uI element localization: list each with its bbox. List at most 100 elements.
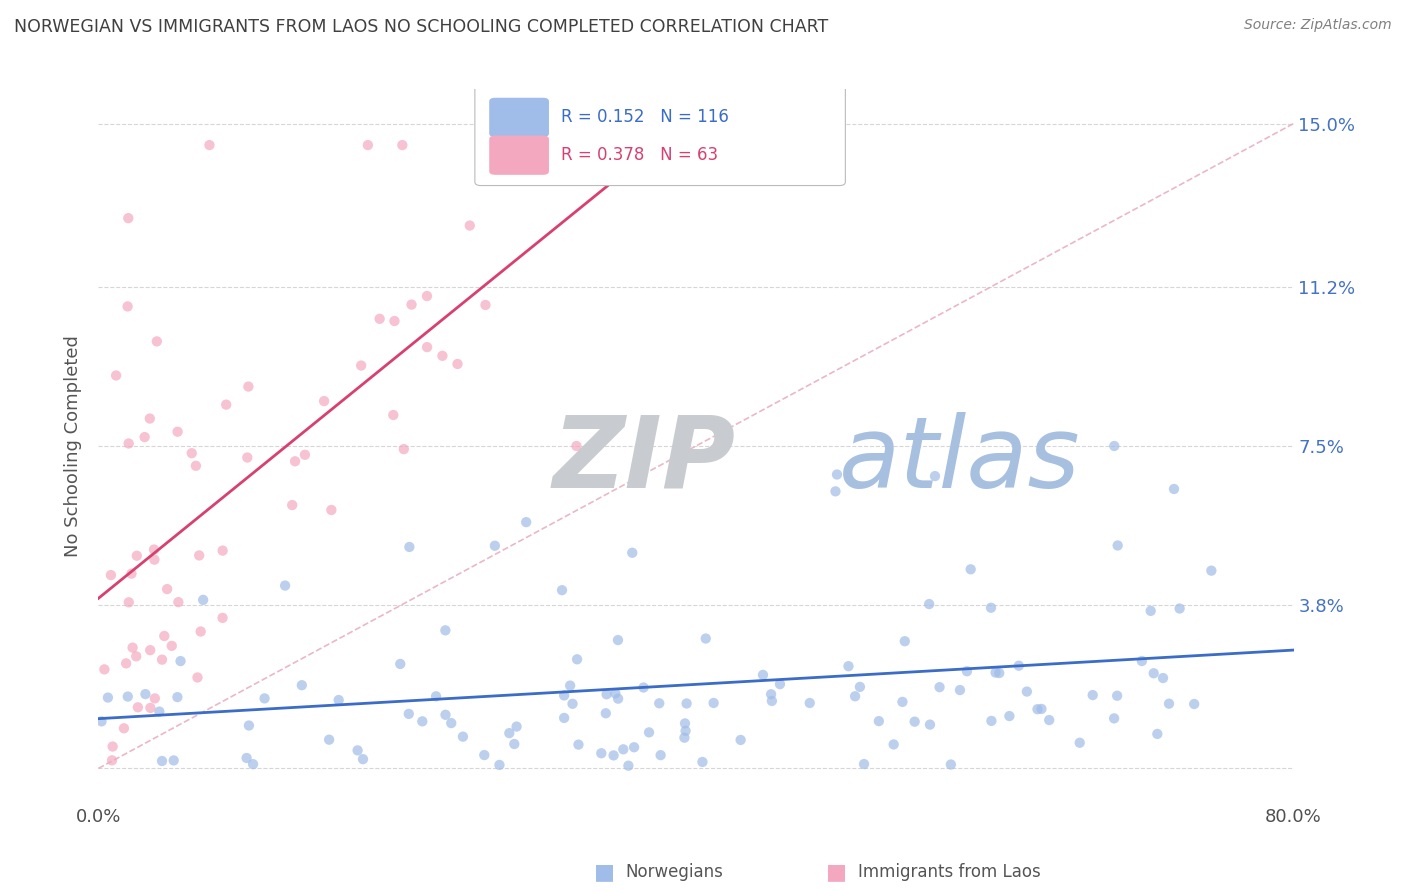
Point: [163, 753, 186, 767]
Point: [446, 357, 468, 371]
FancyBboxPatch shape: [489, 98, 548, 137]
Point: [1107, 539, 1129, 553]
Point: [1102, 711, 1125, 725]
Point: [1038, 713, 1060, 727]
Point: [675, 723, 697, 738]
Point: [117, 690, 139, 704]
Point: [1069, 736, 1091, 750]
Point: [849, 680, 872, 694]
Point: [825, 467, 848, 482]
Point: [648, 696, 671, 710]
Point: [799, 696, 821, 710]
Text: R = 0.378   N = 63: R = 0.378 N = 63: [561, 146, 718, 164]
Point: [125, 549, 148, 563]
Point: [661, 138, 683, 153]
Point: [401, 297, 423, 311]
Point: [97, 690, 120, 705]
Point: [153, 629, 176, 643]
Point: [1104, 439, 1126, 453]
Point: [488, 758, 510, 772]
Point: [1026, 702, 1049, 716]
Text: NORWEGIAN VS IMMIGRANTS FROM LAOS NO SCHOOLING COMPLETED CORRELATION CHART: NORWEGIAN VS IMMIGRANTS FROM LAOS NO SCH…: [14, 18, 828, 36]
Point: [284, 454, 307, 468]
Point: [591, 746, 613, 760]
Point: [1081, 688, 1104, 702]
Point: [484, 539, 506, 553]
Point: [939, 757, 962, 772]
Point: [389, 657, 412, 671]
Point: [100, 568, 122, 582]
Text: ZIP: ZIP: [553, 412, 735, 508]
Point: [1157, 697, 1180, 711]
Point: [515, 515, 537, 529]
Point: [673, 716, 696, 731]
Point: [883, 738, 905, 752]
Point: [398, 540, 420, 554]
FancyBboxPatch shape: [489, 136, 548, 175]
Point: [595, 687, 617, 701]
Point: [321, 503, 343, 517]
Text: Immigrants from Laos: Immigrants from Laos: [858, 863, 1040, 881]
Point: [623, 740, 645, 755]
Point: [211, 543, 233, 558]
Point: [980, 600, 1002, 615]
Point: [236, 450, 259, 465]
Point: [761, 694, 783, 708]
Text: atlas: atlas: [839, 412, 1081, 508]
Point: [328, 693, 350, 707]
Point: [180, 446, 202, 460]
Point: [1201, 564, 1223, 578]
Point: [607, 691, 630, 706]
Point: [238, 718, 260, 732]
Point: [567, 738, 589, 752]
Point: [146, 334, 169, 349]
Point: [238, 379, 260, 393]
Point: [382, 408, 405, 422]
Point: [984, 665, 1007, 680]
Point: [918, 717, 941, 731]
Point: [904, 714, 927, 729]
Point: [1107, 689, 1129, 703]
Point: [451, 730, 474, 744]
Point: [398, 706, 420, 721]
Point: [472, 747, 495, 762]
Point: [675, 697, 697, 711]
Point: [607, 633, 630, 648]
Point: [824, 484, 846, 499]
Point: [281, 498, 304, 512]
Point: [988, 666, 1011, 681]
Point: [837, 659, 859, 673]
Point: [190, 624, 212, 639]
Point: [1152, 671, 1174, 685]
Point: [956, 665, 979, 679]
Point: [186, 671, 208, 685]
Point: [215, 398, 238, 412]
Point: [868, 714, 890, 728]
Point: [553, 711, 575, 725]
Point: [440, 716, 463, 731]
Point: [101, 739, 124, 754]
Point: [112, 721, 135, 735]
Text: ■: ■: [595, 863, 614, 882]
Point: [169, 654, 191, 668]
FancyBboxPatch shape: [475, 86, 845, 186]
Point: [139, 643, 162, 657]
Point: [134, 687, 156, 701]
Point: [416, 340, 439, 354]
Point: [1146, 727, 1168, 741]
Y-axis label: No Schooling Completed: No Schooling Completed: [65, 335, 83, 557]
Point: [474, 298, 496, 312]
Point: [411, 714, 433, 729]
Point: [1008, 658, 1031, 673]
Point: [167, 595, 190, 609]
Point: [752, 668, 775, 682]
Text: R = 0.152   N = 116: R = 0.152 N = 116: [561, 109, 728, 127]
Point: [368, 311, 391, 326]
Point: [617, 758, 640, 772]
Text: ■: ■: [827, 863, 846, 882]
Point: [117, 300, 139, 314]
Point: [891, 695, 914, 709]
Point: [127, 700, 149, 714]
Point: [998, 709, 1021, 723]
Point: [458, 219, 481, 233]
